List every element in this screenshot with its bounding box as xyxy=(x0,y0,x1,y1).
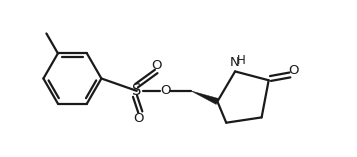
Text: O: O xyxy=(288,64,299,77)
Text: S: S xyxy=(132,83,141,98)
Text: H: H xyxy=(237,54,246,67)
Text: O: O xyxy=(133,112,144,125)
Text: O: O xyxy=(160,84,170,97)
Text: N: N xyxy=(230,56,240,69)
Text: O: O xyxy=(152,59,162,72)
Polygon shape xyxy=(191,91,218,104)
